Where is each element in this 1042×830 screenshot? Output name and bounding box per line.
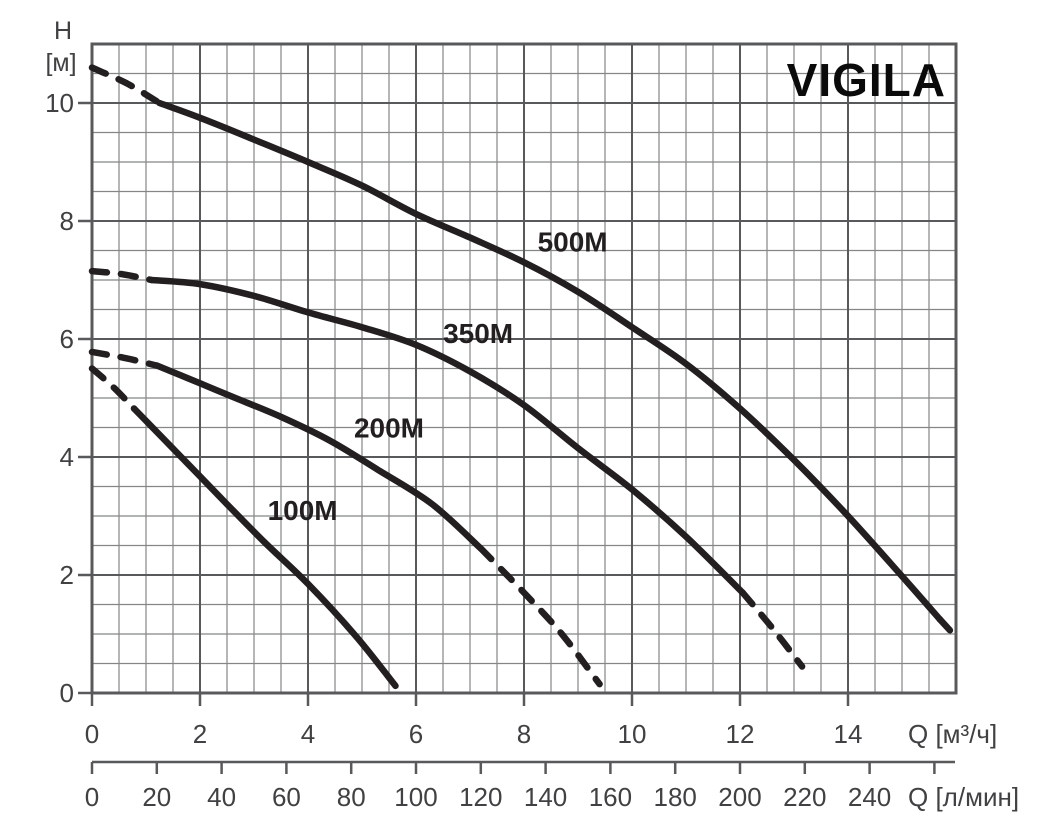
x-tick-label: 8 (517, 719, 531, 749)
y-tick-label: 4 (60, 442, 74, 472)
x-tick-label: 12 (726, 719, 755, 749)
secondary-tick-label: 140 (524, 782, 567, 812)
curve-500M-dashed (88, 64, 163, 107)
secondary-tick-label: 240 (848, 782, 891, 812)
x-tick-label: 14 (834, 719, 863, 749)
curve-500M-dashed (936, 616, 957, 638)
secondary-tick-label: 80 (337, 782, 366, 812)
y-axis-title-line1: H (54, 17, 72, 45)
x-tick-label: 6 (409, 719, 423, 749)
y-tick-label: 0 (60, 678, 74, 708)
x-tick-label: 2 (193, 719, 207, 749)
x-tick-label: 0 (85, 719, 99, 749)
secondary-tick-label: 160 (589, 782, 632, 812)
y-tick-label: 8 (60, 206, 74, 236)
curve-350M-dashed (88, 267, 155, 284)
curve-200M-dashed (88, 348, 161, 369)
curve-350M-solid (148, 276, 746, 596)
y-tick-label: 10 (45, 88, 74, 118)
secondary-tick-label: 120 (459, 782, 502, 812)
curve-label-200M: 200M (354, 413, 424, 444)
curve-label-500M: 500M (538, 227, 608, 258)
secondary-tick-label: 60 (272, 782, 301, 812)
x-axis-primary: 0 2 4 6 8 10 12 14 Q [м³/ч] (85, 693, 997, 749)
curve-200M-solid (153, 362, 485, 552)
curve-100M (88, 365, 399, 690)
curve-200M-dashed (477, 545, 603, 688)
secondary-tick-label: 40 (207, 782, 236, 812)
secondary-axis-unit-label: Q [л/мин] (908, 782, 1019, 812)
x-tick-label: 10 (618, 719, 647, 749)
curve-500M-solid (156, 99, 944, 623)
y-tick-label: 6 (60, 324, 74, 354)
secondary-tick-label: 0 (85, 782, 99, 812)
y-tick-label: 2 (60, 560, 74, 590)
y-axis-title-line2: [м] (45, 49, 76, 77)
x-tick-label: 4 (301, 719, 315, 749)
secondary-tick-label: 20 (142, 782, 171, 812)
curve-label-100M: 100M (268, 495, 338, 526)
secondary-tick-label: 100 (394, 782, 437, 812)
curve-500M (88, 64, 957, 638)
curve-100M-dashed (88, 365, 138, 412)
secondary-tick-label: 180 (654, 782, 697, 812)
secondary-tick-label: 220 (783, 782, 826, 812)
curve-350M-dashed (739, 589, 806, 670)
secondary-tick-label: 200 (718, 782, 761, 812)
curve-100M-solid (130, 405, 399, 690)
chart-title: VIGILA (787, 54, 946, 106)
curve-350M (88, 267, 806, 670)
x-axis-unit-label: Q [м³/ч] (908, 719, 997, 749)
curve-label-350M: 350M (443, 318, 513, 349)
curve-200M (88, 348, 603, 688)
x-axis-secondary: 0 20 40 60 80 100 120 140 160 180 200 220 240 Q [л/ми… (85, 760, 1019, 812)
y-axis: 0 2 4 6 8 10 H [м] (45, 17, 92, 708)
grid-major (92, 44, 956, 693)
